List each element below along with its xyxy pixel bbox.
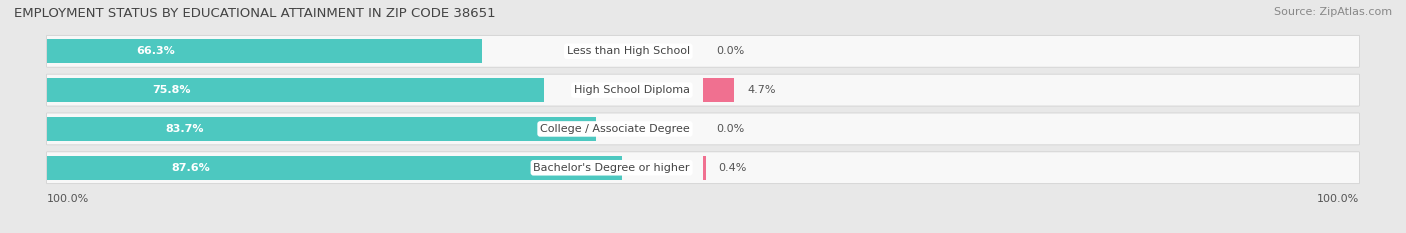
Text: 0.0%: 0.0%: [716, 46, 744, 56]
Text: 100.0%: 100.0%: [46, 194, 89, 204]
Bar: [46, 156, 621, 180]
Bar: [46, 117, 596, 141]
Text: Bachelor's Degree or higher: Bachelor's Degree or higher: [533, 163, 690, 173]
Bar: [46, 78, 544, 102]
Text: 4.7%: 4.7%: [747, 85, 776, 95]
Text: Source: ZipAtlas.com: Source: ZipAtlas.com: [1274, 7, 1392, 17]
Text: 87.6%: 87.6%: [172, 163, 209, 173]
Text: 0.4%: 0.4%: [718, 163, 747, 173]
Text: 100.0%: 100.0%: [1317, 194, 1360, 204]
FancyBboxPatch shape: [46, 74, 1360, 106]
Text: Less than High School: Less than High School: [567, 46, 690, 56]
Bar: [703, 156, 706, 180]
Text: High School Diploma: High School Diploma: [574, 85, 690, 95]
FancyBboxPatch shape: [46, 152, 1360, 184]
Text: College / Associate Degree: College / Associate Degree: [540, 124, 690, 134]
Bar: [46, 39, 482, 63]
Text: 66.3%: 66.3%: [136, 46, 174, 56]
Text: 75.8%: 75.8%: [152, 85, 190, 95]
Bar: [703, 78, 734, 102]
Text: EMPLOYMENT STATUS BY EDUCATIONAL ATTAINMENT IN ZIP CODE 38651: EMPLOYMENT STATUS BY EDUCATIONAL ATTAINM…: [14, 7, 496, 20]
FancyBboxPatch shape: [46, 113, 1360, 145]
FancyBboxPatch shape: [46, 35, 1360, 67]
Text: 0.0%: 0.0%: [716, 124, 744, 134]
Text: 83.7%: 83.7%: [165, 124, 204, 134]
